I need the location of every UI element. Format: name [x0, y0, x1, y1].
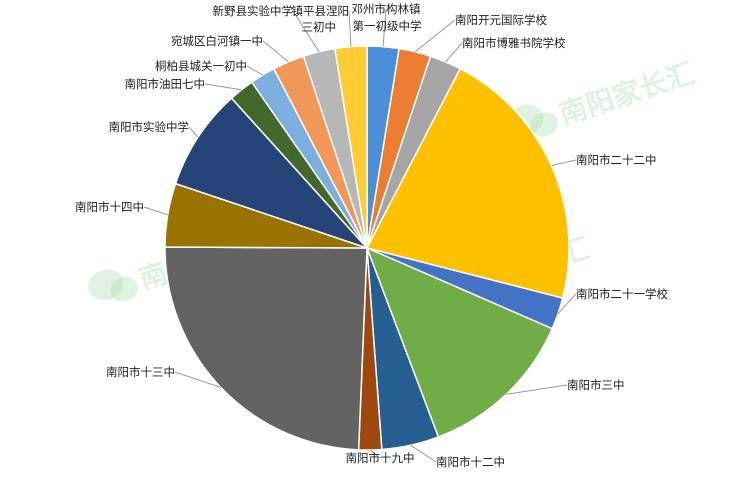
- leader-lines: [143, 8, 577, 463]
- slice-label: 宛城区白河镇一中: [171, 34, 263, 48]
- leader-line: [143, 206, 168, 216]
- slice-label: 邓州市构林镇第一初级中学: [352, 2, 422, 33]
- pie-slice: [334, 45, 368, 249]
- slice-label: 南阳市二十二中: [576, 153, 657, 167]
- leader-line: [292, 10, 320, 53]
- leader-line: [188, 126, 199, 138]
- leader-line: [445, 42, 463, 63]
- leader-line: [551, 159, 577, 167]
- slice-labels: 邓州市构林镇第一初级中学 南阳开元国际学校南阳市博雅书院学校南阳市二十二中南阳市二…: [75, 2, 668, 469]
- leader-line: [174, 371, 222, 388]
- wechat-icon: [88, 269, 138, 302]
- pie-slice: [365, 246, 554, 438]
- slice-label: 南阳市二十一学校: [576, 287, 668, 301]
- slice-label: 南阳开元国际学校: [455, 13, 547, 27]
- leader-line: [410, 444, 437, 463]
- leader-line: [246, 65, 263, 76]
- leader-line: [382, 8, 387, 47]
- slice-label: 南阳市十三中: [106, 365, 175, 379]
- slice-label: 南阳市十二中: [436, 455, 505, 469]
- leader-line: [262, 40, 289, 63]
- leader-line: [369, 449, 381, 459]
- slice-label: 桐柏县城关一初中: [155, 59, 247, 73]
- slice-label: 南阳市十九中: [346, 451, 415, 465]
- pie-slice: [164, 246, 368, 451]
- slice-label: 南阳市实验中学: [109, 120, 190, 134]
- pie-slices: [164, 45, 570, 451]
- slice-label: 镇平县涅阳三初中: [292, 4, 350, 34]
- slice-label: 南阳市油田七中: [125, 77, 206, 91]
- pie-slice: [174, 97, 370, 250]
- leader-line: [348, 10, 352, 47]
- slice-label: 新野县实验中学: [213, 4, 294, 18]
- leader-line: [414, 19, 456, 53]
- leader-line: [506, 384, 568, 395]
- leader-line: [557, 293, 577, 314]
- slice-label: 南阳市三中: [567, 378, 625, 392]
- pie-slice: [365, 67, 570, 300]
- leader-line: [204, 83, 242, 91]
- slice-label: 南阳市十四中: [75, 200, 144, 214]
- watermark-text: 南阳家长汇: [555, 57, 698, 132]
- slice-label: 南阳市博雅书院学校: [462, 36, 566, 50]
